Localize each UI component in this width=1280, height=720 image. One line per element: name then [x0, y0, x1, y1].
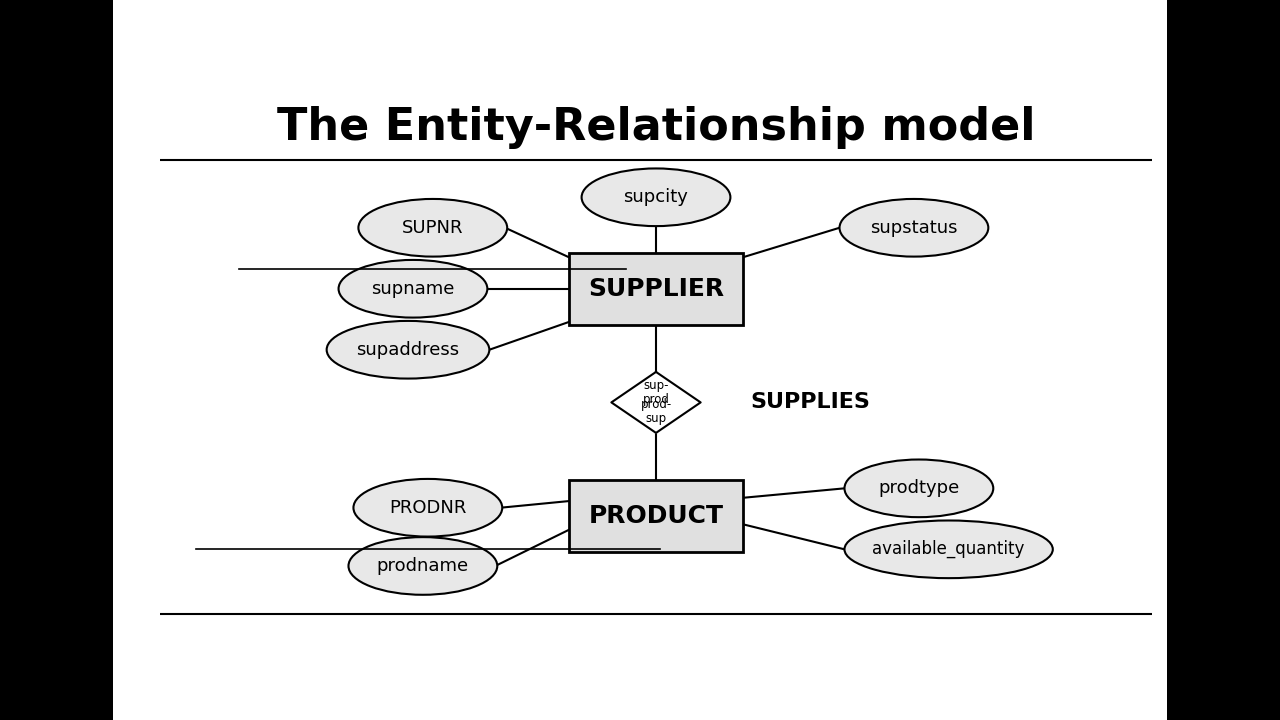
Text: prodtype: prodtype — [878, 480, 960, 498]
Text: prodname: prodname — [376, 557, 468, 575]
Text: PRODUCT: PRODUCT — [589, 504, 723, 528]
Text: supname: supname — [371, 280, 454, 298]
Ellipse shape — [845, 459, 993, 517]
Ellipse shape — [845, 521, 1052, 578]
Text: The Entity-Relationship model: The Entity-Relationship model — [276, 107, 1036, 150]
Ellipse shape — [353, 479, 502, 536]
Text: available_quantity: available_quantity — [873, 540, 1025, 559]
Text: supaddress: supaddress — [356, 341, 460, 359]
Ellipse shape — [339, 260, 488, 318]
Text: SUPPLIER: SUPPLIER — [588, 276, 724, 301]
Ellipse shape — [581, 168, 731, 226]
Text: SUPPLIES: SUPPLIES — [750, 392, 870, 413]
Ellipse shape — [326, 321, 489, 379]
Ellipse shape — [840, 199, 988, 256]
Polygon shape — [612, 372, 700, 433]
Ellipse shape — [348, 537, 497, 595]
Text: PRODNR: PRODNR — [389, 499, 466, 517]
FancyBboxPatch shape — [570, 253, 742, 325]
Ellipse shape — [358, 199, 507, 256]
FancyBboxPatch shape — [570, 480, 742, 552]
Text: prod-
sup: prod- sup — [640, 398, 672, 426]
Text: sup-
prod: sup- prod — [643, 379, 669, 407]
Text: supcity: supcity — [623, 188, 689, 206]
Text: supstatus: supstatus — [870, 219, 957, 237]
Text: SUPNR: SUPNR — [402, 219, 463, 237]
